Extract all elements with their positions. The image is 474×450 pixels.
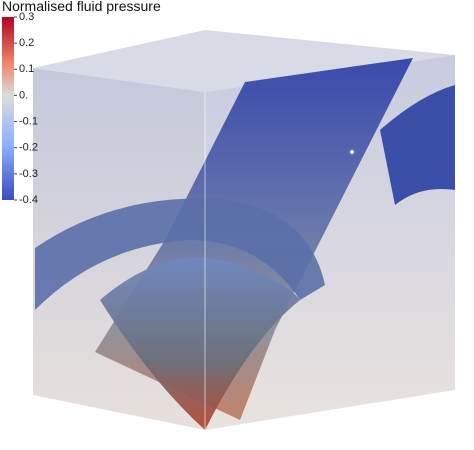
tick-label: 0. xyxy=(19,89,28,101)
arc-band xyxy=(35,198,325,310)
tick-label: 0.3 xyxy=(19,11,34,23)
colorbar-title: Normalised fluid pressure xyxy=(2,0,161,14)
colorbar xyxy=(2,17,14,200)
tick-label: -0.3 xyxy=(19,168,38,180)
tick-label: -0.4 xyxy=(19,194,38,206)
tick-label: 0.2 xyxy=(19,37,34,49)
tick-label: 0.1 xyxy=(19,63,34,75)
marker xyxy=(350,150,354,154)
arc-wedge xyxy=(100,257,300,430)
tick-label: -0.2 xyxy=(19,142,38,154)
cube-top xyxy=(33,30,455,92)
back-arc xyxy=(380,85,455,205)
tick-label: -0.1 xyxy=(19,115,38,127)
